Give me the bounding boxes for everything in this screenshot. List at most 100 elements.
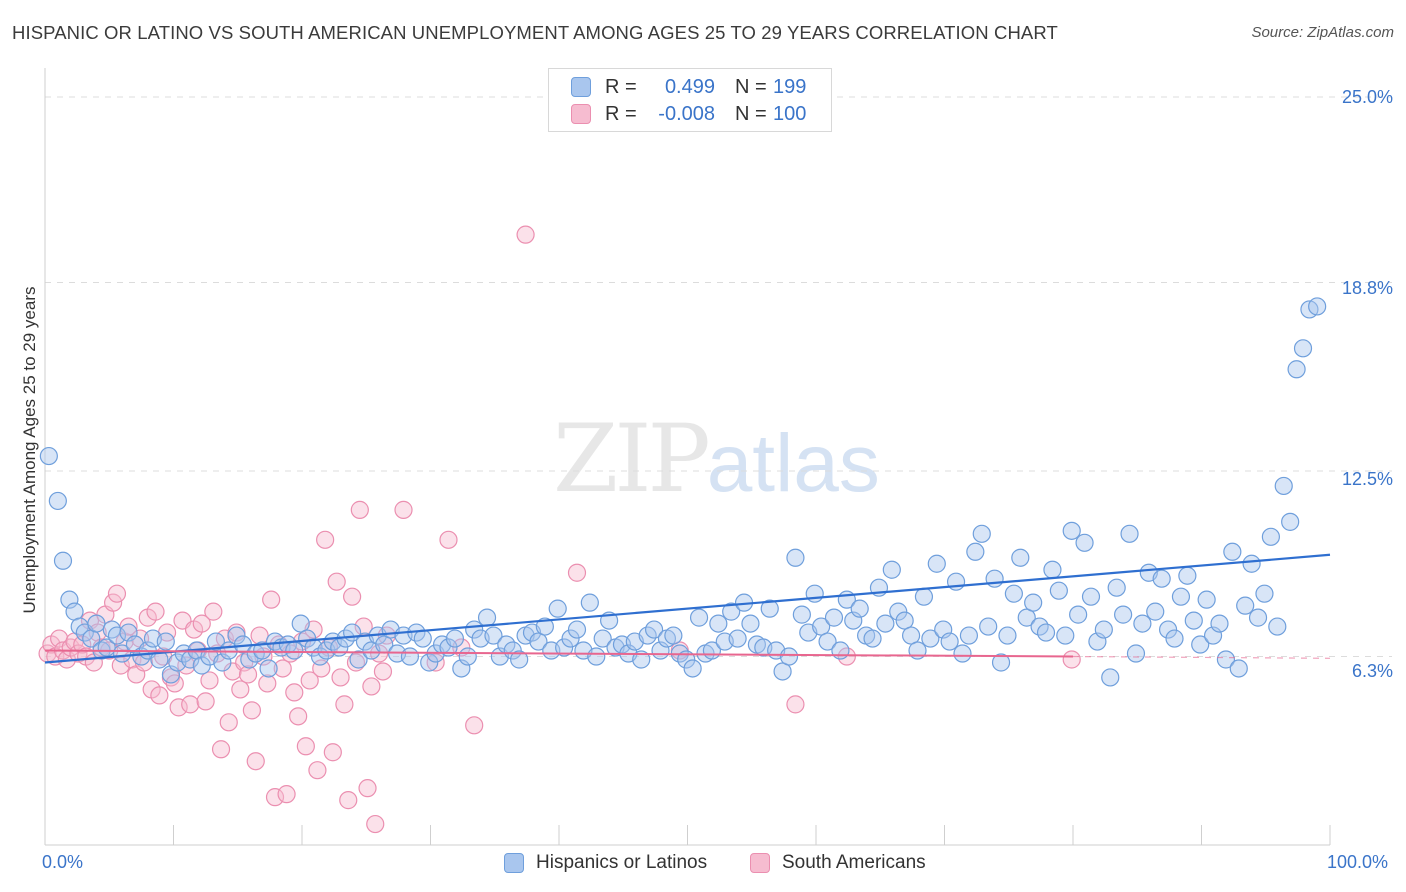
legend-item-south-americans[interactable]: South Americans xyxy=(750,852,926,874)
data-point-south-americans xyxy=(350,500,369,519)
data-point-hispanics xyxy=(786,548,805,567)
data-point-south-americans xyxy=(331,668,350,687)
data-point-hispanics xyxy=(1036,623,1056,642)
data-point-hispanics xyxy=(1197,590,1216,609)
legend-swatch-pink xyxy=(571,104,591,124)
data-point-south-americans xyxy=(231,680,250,699)
y-tick-label: 18.8% xyxy=(1341,278,1393,298)
data-point-south-americans xyxy=(296,737,315,756)
data-point-south-americans xyxy=(465,716,484,735)
data-point-hispanics xyxy=(683,659,702,678)
data-point-hispanics xyxy=(895,611,914,630)
data-point-hispanics xyxy=(60,590,79,609)
data-point-hispanics xyxy=(1043,560,1062,579)
data-point-south-americans xyxy=(238,665,258,684)
data-point-hispanics xyxy=(966,542,985,561)
y-tick-label: 6.3% xyxy=(1351,661,1393,681)
data-point-hispanics xyxy=(1158,620,1178,639)
data-point-hispanics xyxy=(1165,629,1184,648)
data-point-hispanics xyxy=(439,638,458,657)
data-point-hispanics xyxy=(107,626,127,645)
data-point-south-americans xyxy=(273,659,292,678)
data-point-hispanics xyxy=(1075,533,1094,552)
data-point-hispanics xyxy=(1216,650,1236,669)
data-point-hispanics xyxy=(298,629,317,648)
data-point-south-americans xyxy=(196,692,215,711)
data-point-hispanics xyxy=(156,632,175,651)
data-point-south-americans xyxy=(366,814,385,834)
data-point-hispanics xyxy=(741,614,760,633)
data-point-hispanics xyxy=(863,629,882,648)
data-point-hispanics xyxy=(1120,524,1139,543)
data-point-hispanics xyxy=(953,644,972,663)
data-point-hispanics xyxy=(1248,608,1268,627)
watermark-zip: ZIP xyxy=(553,405,711,514)
legend-swatch-blue xyxy=(504,853,524,873)
data-point-south-americans xyxy=(265,788,285,807)
data-point-hispanics xyxy=(1229,659,1248,678)
data-point-hispanics xyxy=(831,641,850,660)
data-point-hispanics xyxy=(510,650,529,669)
data-point-hispanics xyxy=(477,608,497,627)
data-point-hispanics xyxy=(1223,542,1242,561)
data-point-hispanics xyxy=(1126,644,1146,663)
data-point-hispanics xyxy=(998,626,1017,645)
data-point-hispanics xyxy=(445,629,465,648)
data-point-hispanics xyxy=(991,653,1011,672)
data-point-south-americans xyxy=(181,695,200,714)
data-point-south-americans xyxy=(104,593,123,612)
data-point-hispanics xyxy=(1094,620,1113,639)
data-point-hispanics xyxy=(728,629,747,648)
data-point-hispanics xyxy=(1024,593,1043,612)
data-point-south-americans xyxy=(373,662,393,681)
data-point-hispanics xyxy=(535,617,554,636)
legend-row-south-americans: R = -0.008 N = 100 xyxy=(571,101,806,127)
data-point-hispanics xyxy=(985,569,1004,588)
data-point-south-americans xyxy=(289,707,308,726)
data-point-south-americans xyxy=(262,590,281,609)
data-point-hispanics xyxy=(285,641,304,660)
data-point-hispanics xyxy=(773,662,792,681)
legend-label-south-americans: South Americans xyxy=(782,852,926,873)
data-point-hispanics xyxy=(1255,584,1274,603)
legend-label-hispanics: Hispanics or Latinos xyxy=(536,852,708,873)
data-point-hispanics xyxy=(709,614,728,633)
data-point-hispanics xyxy=(689,608,709,627)
legend-r-label: R = xyxy=(605,102,637,125)
data-point-hispanics xyxy=(503,641,522,660)
data-point-south-americans xyxy=(169,698,188,717)
data-point-south-americans xyxy=(335,695,354,714)
legend-n-label: N = xyxy=(735,75,767,98)
chart-source: Source: ZipAtlas.com xyxy=(1251,24,1394,41)
legend-item-hispanics[interactable]: Hispanics or Latinos xyxy=(504,852,707,874)
data-point-hispanics xyxy=(548,599,567,618)
data-point-south-americans xyxy=(107,584,127,603)
data-point-hispanics xyxy=(812,617,831,636)
data-point-south-americans xyxy=(73,635,92,654)
data-point-hispanics xyxy=(206,632,226,651)
data-point-south-americans xyxy=(211,740,231,759)
data-point-hispanics xyxy=(1178,566,1197,585)
data-point-hispanics xyxy=(48,491,67,511)
legend-swatch-blue xyxy=(571,77,591,97)
data-point-hispanics xyxy=(1152,569,1171,588)
data-point-south-americans xyxy=(362,677,381,696)
data-point-hispanics xyxy=(561,629,580,648)
data-point-south-americans xyxy=(165,674,184,693)
legend-n-label: N = xyxy=(735,102,767,125)
data-point-south-americans xyxy=(567,563,587,582)
data-point-south-americans xyxy=(150,686,169,705)
data-point-hispanics xyxy=(587,647,606,666)
data-point-south-americans xyxy=(786,695,805,714)
data-point-hispanics xyxy=(580,593,599,612)
south-americans-points xyxy=(38,225,1081,834)
data-point-hispanics xyxy=(927,554,946,573)
legend-row-hispanics: R = 0.499 N = 199 xyxy=(571,74,806,100)
data-point-hispanics xyxy=(1133,614,1152,633)
data-point-hispanics xyxy=(413,629,432,648)
x-tick-label: 0.0% xyxy=(42,852,84,872)
trend-line-south-americans xyxy=(44,649,1074,658)
data-point-hispanics xyxy=(291,614,310,633)
data-point-hispanics xyxy=(940,632,959,651)
